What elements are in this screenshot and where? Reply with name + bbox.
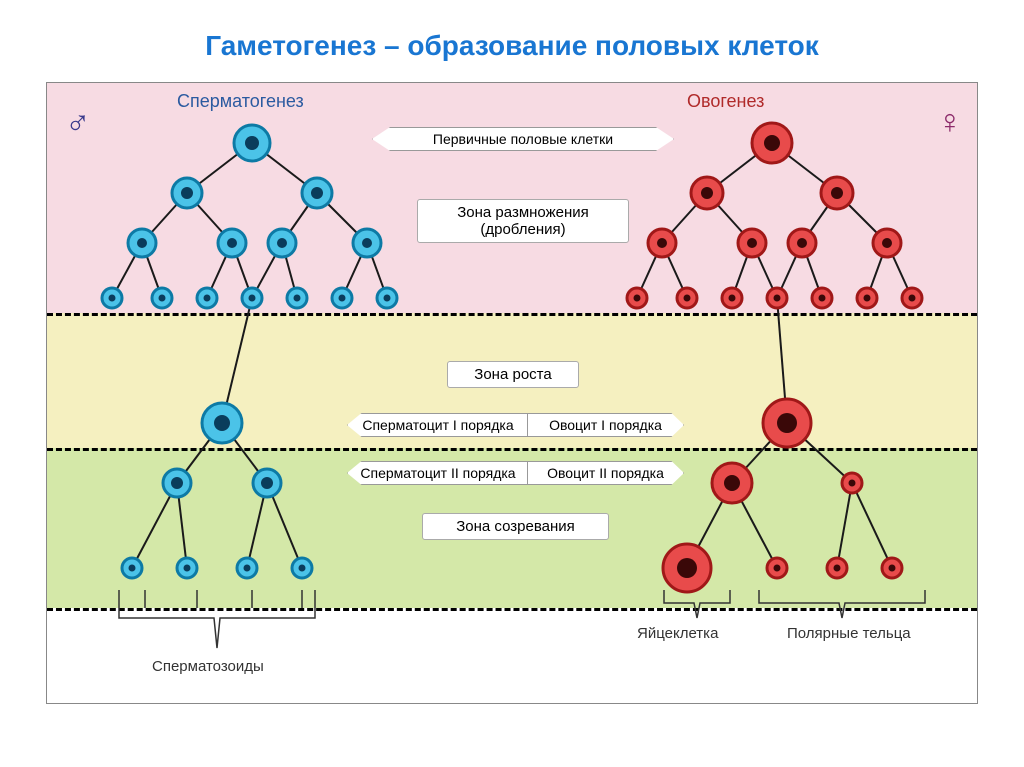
bracket-polar bbox=[757, 588, 927, 628]
label-multiplication-zone: Зона размножения (дробления) bbox=[417, 199, 629, 243]
label-multiplication-line2: (дробления) bbox=[480, 221, 565, 238]
label-polar: Полярные тельца bbox=[787, 625, 911, 642]
label-spermatocyte-1: Сперматоцит I порядка bbox=[347, 413, 529, 437]
bracket-egg bbox=[662, 588, 732, 628]
label-sperm: Сперматозоиды bbox=[152, 658, 264, 675]
label-multiplication-line1: Зона размножения bbox=[457, 204, 589, 221]
label-primary-cells: Первичные половые клетки bbox=[372, 127, 674, 151]
bracket-sperm bbox=[117, 588, 317, 658]
label-oocyte-1: Овоцит I порядка bbox=[527, 413, 684, 437]
female-symbol-icon: ♀ bbox=[937, 103, 963, 142]
sperm-tree bbox=[67, 113, 437, 623]
label-egg: Яйцеклетка bbox=[637, 625, 718, 642]
label-maturation-zone: Зона созревания bbox=[422, 513, 609, 540]
label-oocyte-2: Овоцит II порядка bbox=[527, 461, 684, 485]
header-oogenesis: Овогенез bbox=[687, 91, 764, 112]
diagram-container: Сперматогенез Овогенез ♂ ♀ Первичные пол… bbox=[46, 82, 978, 704]
label-spermatocyte-2: Сперматоцит II порядка bbox=[347, 461, 529, 485]
page-title: Гаметогенез – образование половых клеток bbox=[0, 0, 1024, 82]
male-symbol-icon: ♂ bbox=[65, 103, 91, 142]
label-growth-zone: Зона роста bbox=[447, 361, 579, 388]
header-spermatogenesis: Сперматогенез bbox=[177, 91, 304, 112]
ovo-tree bbox=[602, 113, 972, 623]
